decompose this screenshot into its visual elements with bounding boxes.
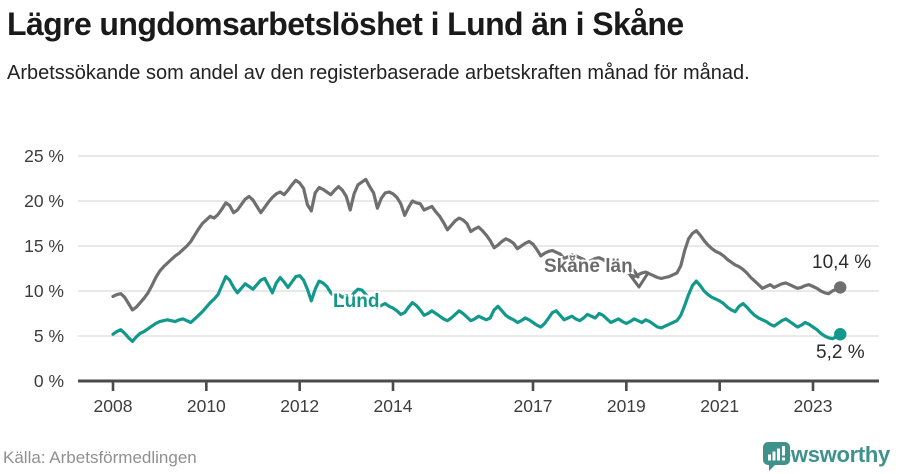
y-tick-label-25: 25 % — [24, 146, 64, 166]
x-tick-label-2021: 2021 — [700, 396, 739, 416]
x-tick-label-2010: 2010 — [187, 396, 226, 416]
skane-label-arrow-icon — [610, 262, 650, 289]
x-tick-label-2014: 2014 — [374, 396, 413, 416]
end-value-lund: 5,2 % — [816, 342, 865, 363]
y-tick-label-0: 0 % — [34, 371, 64, 391]
end-dot-skane — [834, 281, 847, 294]
x-tick-label-2023: 2023 — [794, 396, 833, 416]
source-credit: Källa: Arbetsförmedlingen — [3, 448, 197, 467]
series-label-skane: Skåne län — [544, 256, 633, 277]
x-tick-label-2017: 2017 — [514, 396, 553, 416]
end-value-skane: 10,4 % — [812, 252, 872, 273]
x-tick-label-2008: 2008 — [94, 396, 133, 416]
newsworthy-bubble-chart-icon — [763, 442, 791, 471]
chart-plot-area: 25 % 20 % 15 % 10 % 5 % 0 % 2008 2010 2012 2014 20… — [24, 146, 879, 416]
y-tick-label-15: 15 % — [24, 236, 64, 256]
end-dot-lund — [834, 328, 847, 341]
y-tick-label-10: 10 % — [24, 281, 64, 301]
x-tick-label-2012: 2012 — [280, 396, 319, 416]
chart-subtitle: Arbetssökande som andel av den registerb… — [7, 62, 750, 84]
line-series-skane — [111, 177, 842, 312]
y-tick-label-5: 5 % — [34, 326, 64, 346]
line-series-lund — [111, 274, 842, 343]
y-tick-label-20: 20 % — [24, 191, 64, 211]
newsworthy-logo: Newsworthy — [763, 442, 890, 471]
x-tick-label-2019: 2019 — [607, 396, 646, 416]
page-title: Lägre ungdomsarbetslöshet i Lund än i Sk… — [7, 6, 684, 42]
series-label-lund: Lund — [333, 291, 380, 312]
